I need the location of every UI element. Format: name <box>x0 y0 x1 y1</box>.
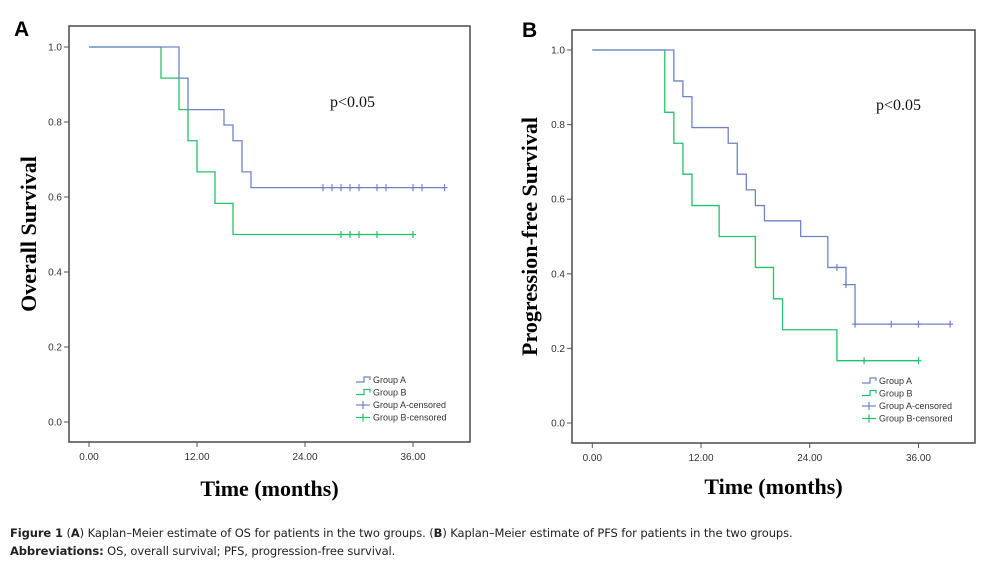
y-tick-label: 0.2 <box>48 343 62 354</box>
group-a-curve <box>89 46 445 189</box>
panel-letter: A <box>14 18 29 41</box>
group-a-censor-mark <box>338 184 344 192</box>
legend: Group A Group B Group A-censored Group B-ce… <box>356 375 447 423</box>
group-b-censor-mark <box>338 231 344 238</box>
legend-group-b-swatch <box>356 388 371 396</box>
panel-b: B 0.0 0.2 0.4 0.6 0.8 1.0 0.00 12.00 24.00 36.00 Ti… <box>517 19 976 499</box>
abbreviations-label: Abbreviations: <box>10 544 104 558</box>
y-tick-label: 0.2 <box>551 344 565 355</box>
legend: Group A Group B Group A-censored Group B-ce… <box>862 376 953 424</box>
x-axis-title: Time (months) <box>704 474 842 499</box>
x-tick-label: 0.00 <box>79 452 99 463</box>
x-tick-label: 24.00 <box>292 452 317 463</box>
figure-caption: Figure 1 (A) Kaplan–Meier estimate of OS… <box>10 526 793 540</box>
group-a-censor-mark <box>833 263 840 271</box>
legend-label: Group A-censored <box>879 401 952 411</box>
y-tick-label: 1.0 <box>551 46 565 57</box>
group-b-censor-mark <box>356 231 362 238</box>
legend-label: Group A <box>373 375 406 385</box>
group-b-censor-mark <box>410 231 416 238</box>
group-a-censor-mark <box>915 320 922 328</box>
figure-abbreviations: Abbreviations: OS, overall survival; PFS… <box>10 544 395 558</box>
caption-figure-label: Figure 1 <box>10 526 63 540</box>
legend-group-a-swatch <box>862 377 877 384</box>
legend-label: Group B-censored <box>373 413 447 423</box>
plot-frame <box>68 25 471 443</box>
plot-frame <box>571 29 976 444</box>
x-tick-label: 0.00 <box>583 453 603 464</box>
x-tick-label: 36.00 <box>400 452 425 463</box>
abbreviations-text: OS, overall survival; PFS, progression-f… <box>103 544 396 558</box>
panel-a: A 0.0 0.2 0.4 0.6 0.8 1.0 0.00 12.00 24.00 36.00 Ti… <box>14 18 471 501</box>
group-a-censor-mark <box>852 320 859 328</box>
legend-label: Group A <box>879 376 912 386</box>
caption-part: ( <box>66 526 71 540</box>
x-tick-label: 36.00 <box>906 453 931 464</box>
y-tick-label: 0.8 <box>551 120 565 131</box>
group-a-censor-mark <box>947 320 954 328</box>
p-value-annotation: p<0.05 <box>330 94 375 111</box>
x-tick-label: 12.00 <box>184 452 209 463</box>
legend-label: Group B <box>373 388 407 398</box>
group-b-censor-mark <box>374 231 380 238</box>
y-tick-label: 0.6 <box>551 195 565 206</box>
legend-group-b-swatch <box>862 389 877 397</box>
y-tick-label: 0.4 <box>551 269 565 280</box>
group-b-curve <box>89 46 413 236</box>
caption-panel-a-ref: A <box>70 526 80 540</box>
group-b-curve <box>592 49 919 362</box>
legend-label: Group A-censored <box>373 400 446 410</box>
legend-label: Group B-censored <box>879 414 953 424</box>
group-a-censor-mark <box>347 184 353 192</box>
x-axis-title: Time (months) <box>200 476 338 501</box>
caption-part: ) Kaplan–Meier estimate of OS for patien… <box>79 526 434 540</box>
group-a-curve <box>592 49 951 325</box>
legend-group-a-swatch <box>356 376 371 383</box>
group-a-censor-mark <box>888 320 895 328</box>
group-a-censor-mark <box>842 281 849 289</box>
group-b-censor-mark <box>347 231 353 238</box>
group-a-censor-mark <box>441 184 448 192</box>
caption-part: ) Kaplan–Meier estimate of PFS for patie… <box>442 526 793 540</box>
group-a-censor-mark <box>320 184 326 192</box>
figure-canvas: A 0.0 0.2 0.4 0.6 0.8 1.0 0.00 12.00 24.00 36.00 Ti… <box>14 18 976 501</box>
p-value-annotation: p<0.05 <box>876 97 921 114</box>
y-tick-label: 1.0 <box>48 43 62 54</box>
y-axis-title: Progression-free Survival <box>517 117 542 356</box>
group-a-censor-mark <box>419 184 425 192</box>
y-tick-label: 0.0 <box>48 418 62 429</box>
group-b-censor-mark <box>915 357 922 365</box>
panel-letter: B <box>522 19 537 42</box>
y-tick-label: 0.4 <box>48 268 62 279</box>
group-a-censor-mark <box>329 184 335 192</box>
y-axis-title: Overall Survival <box>16 156 41 312</box>
group-a-censor-mark <box>374 184 380 192</box>
y-tick-label: 0.6 <box>48 193 62 204</box>
group-a-censor-mark <box>383 184 389 192</box>
legend-label: Group B <box>879 389 913 399</box>
y-tick-label: 0.8 <box>48 118 62 129</box>
group-a-censor-mark <box>410 184 416 192</box>
y-tick-label: 0.0 <box>551 419 565 430</box>
group-b-censor-mark <box>861 357 868 365</box>
group-a-censor-mark <box>356 184 362 192</box>
x-tick-label: 12.00 <box>689 453 714 464</box>
caption-panel-b-ref: B <box>433 526 443 540</box>
x-tick-label: 24.00 <box>797 453 822 464</box>
